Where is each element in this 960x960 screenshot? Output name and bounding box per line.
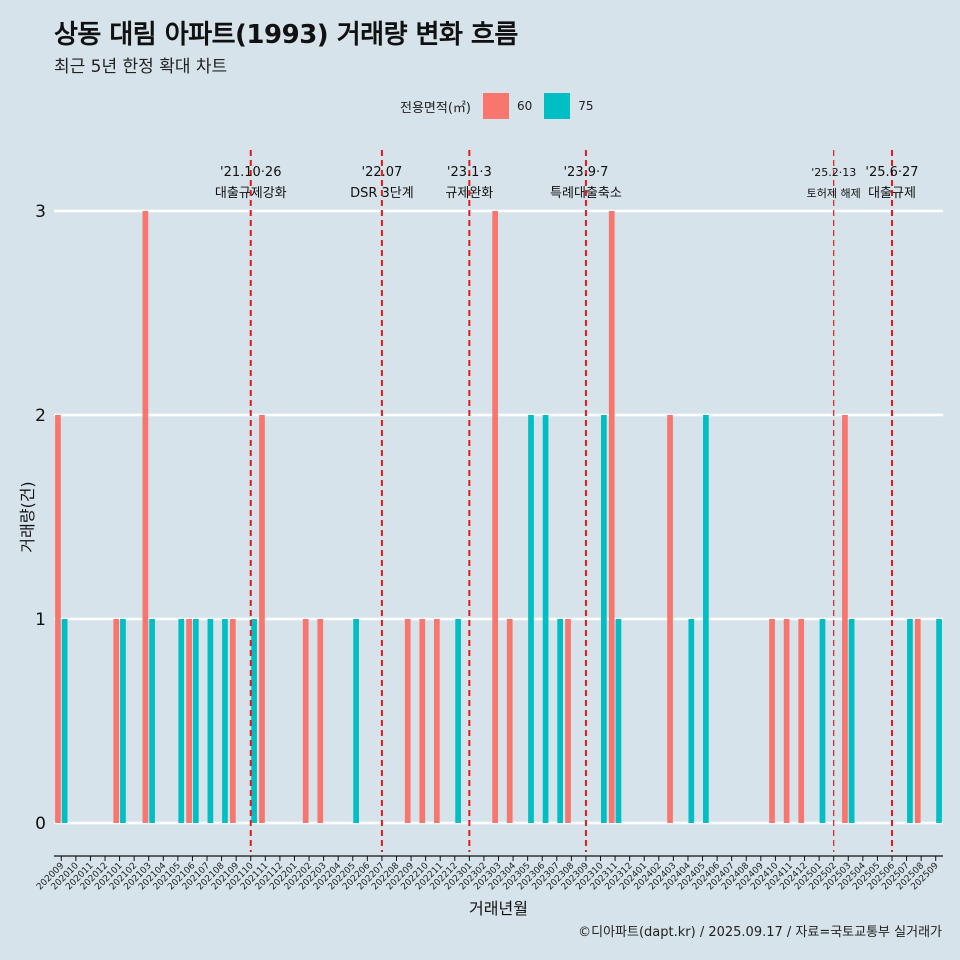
bar-60-202304 <box>506 619 513 823</box>
bar-60-202303 <box>492 211 498 823</box>
bar-60-202411 <box>783 619 790 823</box>
bar-60-202412 <box>798 619 805 823</box>
legend-title: 전용면적(㎡) <box>400 100 471 116</box>
legend-item-60: 60 <box>482 93 533 119</box>
bar-75-202306 <box>542 415 549 823</box>
bar-60-202503 <box>842 415 848 823</box>
legend-label-75: 75 <box>578 99 594 113</box>
bar-60-202210 <box>419 619 426 823</box>
bar-75-202404 <box>688 619 695 823</box>
bar-60-202111 <box>259 415 265 823</box>
bar-75-202205 <box>353 619 359 823</box>
event-label-2: 규제완화 <box>445 186 493 201</box>
bar-75-202307 <box>557 619 563 823</box>
bar-75-202310 <box>601 415 607 823</box>
y-axis-title: 거래량(건) <box>18 481 37 552</box>
bar-75-202101 <box>120 619 126 823</box>
bar-75-202509 <box>936 619 942 823</box>
bar-60-202109 <box>229 619 236 823</box>
event-label-1: DSR 3단계 <box>350 186 414 201</box>
bar-75-202503 <box>848 619 855 823</box>
bar-75-202103 <box>149 619 155 823</box>
bar-75-202305 <box>528 415 534 823</box>
event-date-0: '21.10·26 <box>220 165 281 180</box>
y-tick-label-3: 3 <box>35 202 46 222</box>
legend: 전용면적(㎡) 60 75 <box>400 93 594 119</box>
bar-75-202009 <box>61 619 68 823</box>
chart-title: 상동 대림 아파트(1993) 거래량 변화 흐름 <box>54 20 518 50</box>
bar-60-202009 <box>55 415 61 823</box>
event-label-3: 특례대출축소 <box>550 186 622 201</box>
event-label-0: 대출규제강화 <box>215 186 287 201</box>
legend-item-75: 75 <box>544 93 594 119</box>
bar-75-202311 <box>615 619 622 823</box>
bar-60-202311 <box>608 211 615 823</box>
bar-75-202108 <box>222 619 228 823</box>
y-tick-label-0: 0 <box>35 814 46 834</box>
bar-75-202107 <box>207 619 214 823</box>
event-date-1: '22.07 <box>362 165 403 180</box>
bar-60-202101 <box>113 619 120 823</box>
bar-60-202106 <box>186 619 192 823</box>
x-axis-title: 거래년월 <box>469 899 528 918</box>
bar-75-202405 <box>703 415 709 823</box>
event-label-5: 대출규제 <box>868 186 916 201</box>
chart-subtitle: 최근 5년 한정 확대 차트 <box>54 57 228 77</box>
y-tick-label-2: 2 <box>35 406 46 426</box>
bar-60-202103 <box>142 211 149 823</box>
y-tick-label-1: 1 <box>35 610 46 630</box>
legend-swatch-75 <box>544 93 571 119</box>
event-date-5: '25.6·27 <box>865 165 918 180</box>
bar-75-202501 <box>819 619 826 823</box>
bar-60-202508 <box>914 619 921 823</box>
bar-60-202410 <box>769 619 775 823</box>
event-date-3: '23.9·7 <box>563 165 608 180</box>
event-label-4: 토허제 해제 <box>807 186 861 200</box>
source-caption: ©디아파트(dapt.kr) / 2025.09.17 / 자료=국토교통부 실… <box>578 925 942 940</box>
event-date-2: '23.1·3 <box>447 165 492 180</box>
bar-75-202110 <box>251 619 257 823</box>
bar-75-202212 <box>455 619 461 823</box>
legend-swatch-60 <box>482 93 509 119</box>
bar-60-202308 <box>565 619 571 823</box>
bar-75-202106 <box>192 619 199 823</box>
bar-60-202211 <box>434 619 440 823</box>
bar-75-202105 <box>178 619 185 823</box>
bar-60-202403 <box>667 415 673 823</box>
legend-label-60: 60 <box>516 99 533 113</box>
bar-60-202209 <box>404 619 411 823</box>
bar-60-202202 <box>302 619 309 823</box>
bar-60-202203 <box>317 619 324 823</box>
bar-75-202507 <box>907 619 913 823</box>
event-date-4: '25.2·13 <box>811 166 856 179</box>
